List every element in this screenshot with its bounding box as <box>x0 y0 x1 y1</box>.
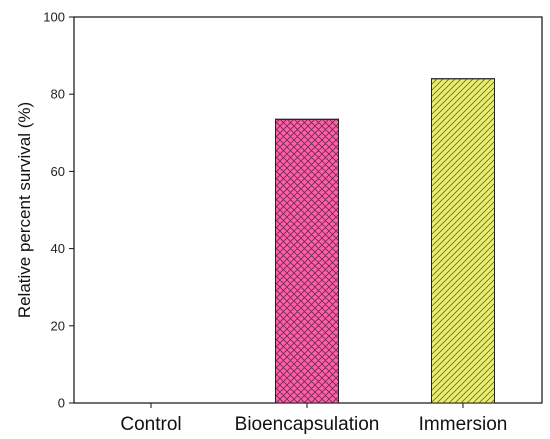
bar-pattern-bioencapsulation <box>275 118 339 404</box>
x-tick-label: Bioencapsulation <box>235 414 380 435</box>
y-tick-label: 40 <box>51 241 65 256</box>
y-tick-label: 20 <box>51 318 65 333</box>
y-axis-title: Relative percent survival (%) <box>15 102 34 318</box>
x-tick-label: Immersion <box>419 414 508 435</box>
y-tick-label: 60 <box>51 164 65 179</box>
y-tick-label: 100 <box>43 10 65 25</box>
plot-area: 0 20 40 60 80 100 Control Bioencapsulation Imme… <box>43 10 543 435</box>
y-tick-label: 80 <box>51 87 65 102</box>
y-tick-label: 0 <box>58 396 65 411</box>
x-axis: Control Bioencapsulation Immersion <box>120 403 507 435</box>
x-tick-label: Control <box>120 414 181 435</box>
bar-pattern-immersion <box>431 78 495 404</box>
bars <box>275 78 495 404</box>
y-axis: 0 20 40 60 80 100 <box>43 10 74 411</box>
